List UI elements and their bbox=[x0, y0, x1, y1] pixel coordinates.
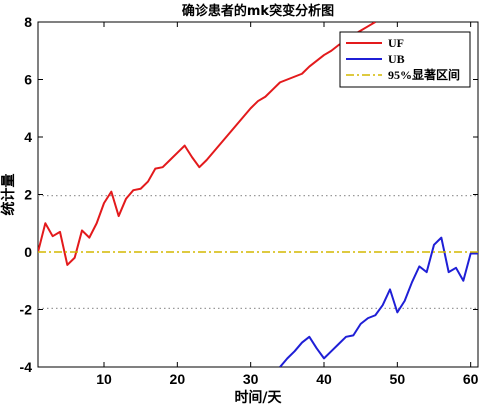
y-tick-label: 6 bbox=[24, 72, 32, 88]
y-tick-label: -4 bbox=[20, 359, 33, 375]
x-tick-label: 20 bbox=[170, 371, 186, 387]
x-tick-label: 60 bbox=[463, 371, 479, 387]
x-tick-label: 10 bbox=[96, 371, 112, 387]
x-axis-label: 时间/天 bbox=[234, 389, 282, 406]
x-tick-label: 40 bbox=[316, 371, 332, 387]
y-tick-label: -2 bbox=[20, 302, 33, 318]
legend-label: 95%显著区间 bbox=[388, 67, 460, 82]
series-line-1 bbox=[279, 236, 478, 367]
y-tick-label: 0 bbox=[24, 244, 32, 260]
y-tick-label: 2 bbox=[24, 187, 32, 203]
x-tick-label: 50 bbox=[390, 371, 406, 387]
legend-label: UF bbox=[388, 36, 404, 50]
legend-label: UB bbox=[388, 52, 405, 66]
y-tick-label: 8 bbox=[24, 14, 32, 30]
y-axis-label: 统计量 bbox=[0, 174, 17, 216]
x-tick-label: 30 bbox=[243, 371, 259, 387]
chart-title: 确诊患者的mk突变分析图 bbox=[182, 3, 334, 19]
y-tick-label: 4 bbox=[24, 129, 32, 145]
series-line-0 bbox=[38, 22, 376, 266]
